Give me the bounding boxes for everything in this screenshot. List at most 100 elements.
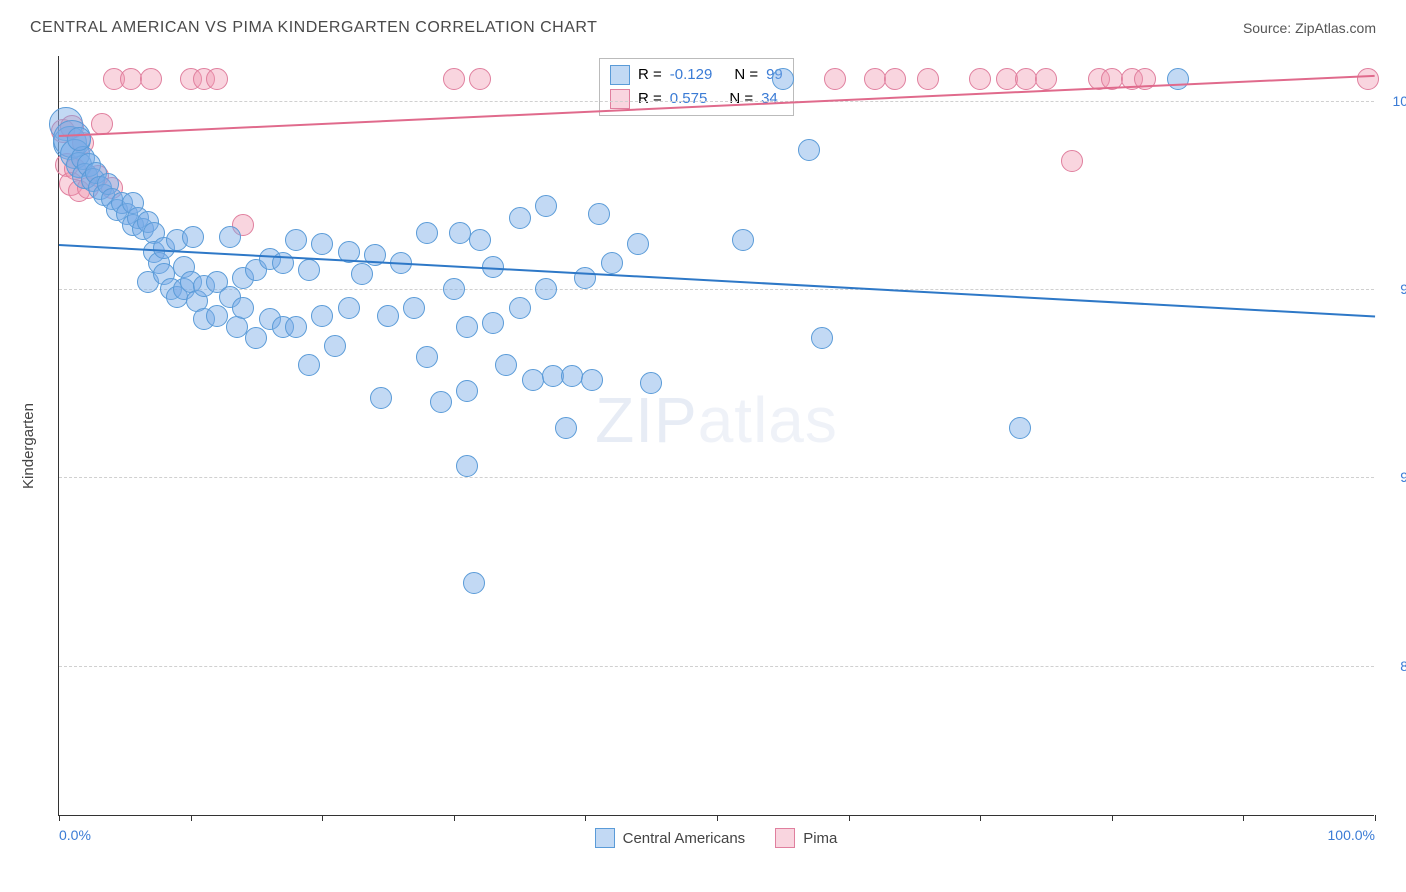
legend-item-blue: Central Americans	[595, 828, 746, 848]
x-tick-mark	[454, 815, 455, 821]
point-central-american	[581, 369, 603, 391]
x-tick-mark	[1112, 815, 1113, 821]
point-pima	[824, 68, 846, 90]
x-tick-mark	[1375, 815, 1376, 821]
legend-swatch	[595, 828, 615, 848]
point-central-american	[351, 263, 373, 285]
watermark: ZIPatlas	[595, 383, 838, 457]
swatch-blue	[610, 65, 630, 85]
point-pima	[996, 68, 1018, 90]
y-tick-label: 95.0%	[1400, 281, 1406, 297]
x-tick-mark	[980, 815, 981, 821]
point-central-american	[311, 233, 333, 255]
point-central-american	[443, 278, 465, 300]
source-label: Source: ZipAtlas.com	[1243, 20, 1376, 36]
point-pima	[1357, 68, 1379, 90]
point-central-american	[449, 222, 471, 244]
x-tick-mark	[717, 815, 718, 821]
point-pima	[1061, 150, 1083, 172]
x-tick-mark	[585, 815, 586, 821]
x-tick-mark	[59, 815, 60, 821]
point-central-american	[463, 572, 485, 594]
point-central-american	[403, 297, 425, 319]
point-central-american	[219, 226, 241, 248]
y-tick-label: 90.0%	[1400, 469, 1406, 485]
stat-r-label: R =	[638, 63, 662, 87]
point-central-american	[555, 417, 577, 439]
point-pima	[206, 68, 228, 90]
point-central-american	[535, 195, 557, 217]
point-central-american	[811, 327, 833, 349]
point-central-american	[798, 139, 820, 161]
point-central-american	[298, 259, 320, 281]
stat-row-blue: R = -0.129N = 99	[610, 63, 783, 87]
point-central-american	[509, 297, 531, 319]
swatch-pink	[610, 89, 630, 109]
point-pima	[864, 68, 886, 90]
point-central-american	[232, 297, 254, 319]
point-central-american	[182, 226, 204, 248]
point-central-american	[311, 305, 333, 327]
gridline	[59, 101, 1374, 102]
point-central-american	[561, 365, 583, 387]
point-central-american	[588, 203, 610, 225]
point-pima	[443, 68, 465, 90]
point-central-american	[469, 229, 491, 251]
point-pima	[969, 68, 991, 90]
point-central-american	[67, 127, 91, 151]
point-central-american	[285, 229, 307, 251]
stat-r-value: -0.129	[670, 63, 713, 87]
point-central-american	[732, 229, 754, 251]
legend-label: Pima	[803, 830, 837, 847]
point-central-american	[495, 354, 517, 376]
point-pima	[91, 113, 113, 135]
legend-item-pink: Pima	[775, 828, 837, 848]
point-central-american	[416, 222, 438, 244]
point-central-american	[456, 316, 478, 338]
point-pima	[1035, 68, 1057, 90]
point-pima	[1015, 68, 1037, 90]
y-axis-label: Kindergarten	[20, 403, 37, 489]
point-central-american	[324, 335, 346, 357]
point-central-american	[574, 267, 596, 289]
point-central-american	[522, 369, 544, 391]
point-central-american	[416, 346, 438, 368]
stat-n-value: 34	[761, 87, 778, 111]
point-central-american	[640, 372, 662, 394]
point-pima	[469, 68, 491, 90]
point-pima	[120, 68, 142, 90]
chart-title: CENTRAL AMERICAN VS PIMA KINDERGARTEN CO…	[30, 19, 597, 37]
point-central-american	[226, 316, 248, 338]
plot-area: ZIPatlas R = -0.129N = 99R = 0.575N = 34…	[58, 56, 1374, 816]
point-central-american	[456, 455, 478, 477]
point-central-american	[509, 207, 531, 229]
point-central-american	[1009, 417, 1031, 439]
x-tick-mark	[191, 815, 192, 821]
point-central-american	[542, 365, 564, 387]
point-central-american	[370, 387, 392, 409]
y-tick-label: 85.0%	[1400, 658, 1406, 674]
scatter-chart: ZIPatlas R = -0.129N = 99R = 0.575N = 34…	[58, 56, 1374, 816]
x-tick-mark	[322, 815, 323, 821]
point-pima	[917, 68, 939, 90]
point-central-american	[482, 312, 504, 334]
stat-n-label: N =	[729, 87, 753, 111]
point-central-american	[627, 233, 649, 255]
legend: Central Americans Pima	[58, 828, 1374, 848]
point-central-american	[338, 297, 360, 319]
point-central-american	[772, 68, 794, 90]
point-central-american	[377, 305, 399, 327]
point-central-american	[1167, 68, 1189, 90]
point-pima	[140, 68, 162, 90]
point-pima	[884, 68, 906, 90]
y-tick-label: 100.0%	[1393, 93, 1406, 109]
point-central-american	[456, 380, 478, 402]
x-tick-mark	[849, 815, 850, 821]
gridline	[59, 477, 1374, 478]
stat-n-label: N =	[734, 63, 758, 87]
gridline	[59, 289, 1374, 290]
point-central-american	[206, 305, 228, 327]
gridline	[59, 666, 1374, 667]
point-central-american	[601, 252, 623, 274]
legend-swatch	[775, 828, 795, 848]
